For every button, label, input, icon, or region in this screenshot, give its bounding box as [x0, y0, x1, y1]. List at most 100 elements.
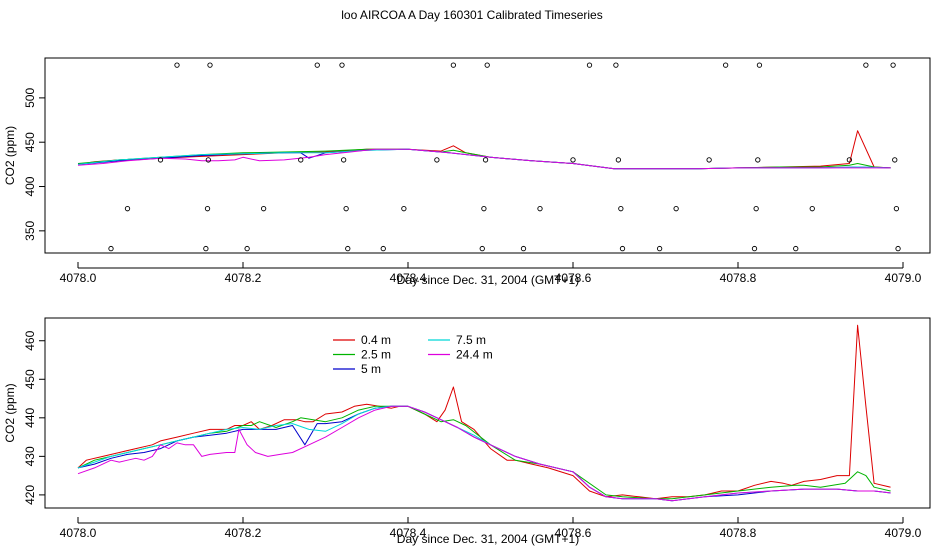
legend-item: 7.5 m: [428, 333, 486, 347]
series-line-75m: [77, 148, 891, 170]
y-axis-label: CO2 (ppm): [3, 383, 17, 442]
data-point-marker: [809, 206, 815, 212]
x-axis: 4078.0 4078.2 4078.4 4078.6 4078.8 4079.0: [60, 517, 922, 540]
x-tick-label: 4079.0: [885, 271, 922, 285]
series-line-244m: [77, 405, 891, 502]
data-point-marker: [570, 157, 576, 163]
data-point-marker: [298, 157, 304, 163]
x-tick-label: 4078.2: [225, 271, 262, 285]
data-point-marker: [314, 62, 320, 68]
legend-item: 2.5 m: [333, 348, 391, 362]
y-axis: 420 430 440 450 460: [23, 330, 46, 505]
data-point-marker: [205, 157, 212, 163]
data-point-marker: [755, 157, 761, 163]
data-point-marker: [892, 157, 898, 163]
figure-title: loo AIRCOA A Day 160301 Calibrated Times…: [341, 8, 602, 22]
data-point-marker: [537, 206, 543, 212]
series-line-04m: [77, 130, 891, 170]
y-tick-label: 460: [23, 330, 37, 350]
data-point-marker: [673, 206, 679, 212]
data-point-marker: [753, 206, 759, 212]
legend: 0.4 m2.5 m5 m 7.5 m24.4 m: [333, 333, 493, 376]
legend-label: 7.5 m: [456, 333, 486, 347]
data-point-marker: [174, 62, 180, 68]
data-point-marker: [846, 157, 853, 163]
legend-item: 5 m: [333, 362, 381, 376]
x-tick-label: 4078.2: [225, 526, 262, 540]
y-tick-label: 450: [23, 132, 37, 152]
data-point-marker: [204, 206, 211, 212]
data-point-marker: [656, 245, 663, 252]
y-axis-label: CO2 (ppm): [3, 126, 17, 185]
plot-frame: [44, 57, 931, 254]
series-line-5m: [77, 148, 891, 170]
data-point-marker: [343, 206, 349, 212]
x-tick-label: 4078.8: [720, 271, 757, 285]
data-point-marker: [793, 245, 799, 252]
marker-group: [108, 62, 901, 252]
data-point-marker: [895, 245, 901, 252]
data-point-marker: [124, 206, 131, 212]
data-point-marker: [619, 245, 626, 252]
x-axis-label: Day since Dec. 31, 2004 (GMT+1): [397, 532, 579, 546]
data-point-marker: [863, 62, 869, 68]
data-point-marker: [893, 206, 900, 212]
x-tick-label: 4078.6: [555, 271, 592, 285]
x-tick-label: 4078.4: [390, 526, 427, 540]
legend-item: 24.4 m: [428, 348, 493, 362]
series-line-25m: [77, 148, 891, 170]
data-point-marker: [244, 245, 250, 252]
series-group: [77, 324, 891, 502]
y-tick-label: 440: [23, 407, 37, 427]
data-point-marker: [108, 245, 114, 252]
data-point-marker: [615, 157, 622, 163]
data-point-marker: [479, 245, 485, 252]
data-point-marker: [345, 245, 351, 252]
data-point-marker: [751, 245, 758, 252]
y-tick-label: 350: [23, 221, 37, 241]
x-tick-label: 4078.6: [555, 526, 592, 540]
data-point-marker: [618, 206, 624, 212]
x-tick-label: 4078.0: [60, 271, 97, 285]
data-point-marker: [450, 62, 457, 68]
data-point-marker: [586, 62, 593, 68]
data-point-marker: [722, 62, 729, 68]
x-tick-label: 4078.0: [60, 526, 97, 540]
y-tick-label: 420: [23, 485, 37, 505]
data-point-marker: [484, 62, 490, 68]
data-point-marker: [401, 206, 407, 212]
data-point-marker: [613, 62, 619, 68]
y-tick-label: 450: [23, 369, 37, 389]
x-axis-label: Day since Dec. 31, 2004 (GMT+1): [397, 273, 579, 287]
y-tick-label: 430: [23, 446, 37, 466]
y-tick-label: 500: [23, 88, 37, 108]
data-point-marker: [203, 245, 209, 252]
top-panel: 4078.0 4078.2 4078.4 4078.6 4078.8 4079.0 Day …: [3, 57, 931, 287]
data-point-marker: [481, 206, 487, 212]
data-point-marker: [380, 245, 386, 252]
x-axis: 4078.0 4078.2 4078.4 4078.6 4078.8 4079.0: [60, 262, 922, 285]
data-point-marker: [520, 245, 527, 252]
x-tick-label: 4079.0: [885, 526, 922, 540]
series-group: [77, 130, 891, 170]
y-tick-label: 400: [23, 176, 37, 196]
y-axis: 350 400 450 500: [23, 88, 46, 241]
series-line-25m: [77, 405, 891, 500]
data-point-marker: [756, 62, 763, 68]
data-point-marker: [434, 157, 440, 163]
legend-label: 2.5 m: [361, 348, 391, 362]
legend-item: 0.4 m: [333, 333, 391, 347]
plot-frame: [44, 317, 931, 509]
data-point-marker: [157, 157, 164, 163]
data-point-marker: [482, 157, 489, 163]
data-point-marker: [340, 157, 347, 163]
legend-label: 5 m: [361, 362, 381, 376]
bottom-panel: 4078.0 4078.2 4078.4 4078.6 4078.8 4079.0 Day …: [3, 317, 931, 546]
x-tick-label: 4078.4: [390, 271, 427, 285]
data-point-marker: [706, 157, 712, 163]
data-point-marker: [260, 206, 267, 212]
data-point-marker: [890, 62, 896, 68]
data-point-marker: [207, 62, 213, 68]
x-tick-label: 4078.8: [720, 526, 757, 540]
